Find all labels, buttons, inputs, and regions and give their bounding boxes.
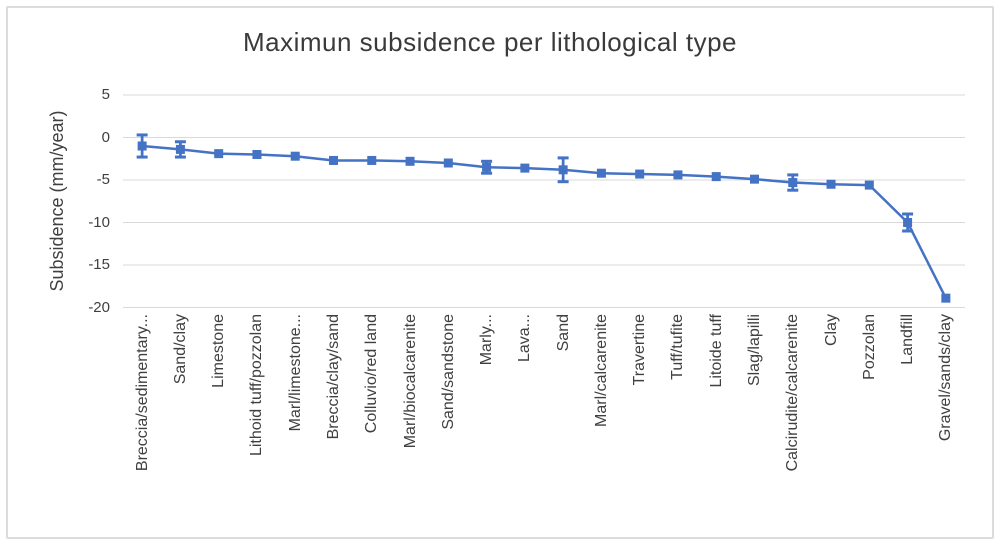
x-axis-label: Colluvio/red land (363, 313, 381, 433)
data-point-marker (635, 169, 645, 179)
data-series-line (142, 144, 947, 299)
x-axis-label: Landfill (899, 313, 917, 365)
x-axis-label: Marl/limestone... (286, 313, 304, 431)
data-point-marker (596, 168, 606, 178)
data-point-marker (175, 144, 185, 154)
x-axis-label: Lava... (516, 313, 534, 362)
data-point-marker (941, 293, 951, 303)
data-point-marker (405, 156, 415, 166)
x-axis-label: Gravel/sands/clay (937, 313, 955, 441)
x-axis-label: Limestone (210, 313, 228, 388)
x-axis-label: Breccia/sedimentary... (133, 313, 151, 471)
x-axis-label: Sand/clay (171, 313, 189, 384)
data-point-marker (443, 158, 453, 168)
data-point-marker (903, 218, 913, 227)
data-point-marker (788, 178, 798, 188)
data-point-marker (290, 151, 300, 161)
y-tick-label: 0 (101, 128, 110, 146)
data-point-marker (520, 163, 530, 173)
x-axis-label: Marly... (478, 313, 496, 365)
data-point-marker (673, 170, 683, 180)
x-axis-label: Pozzolan (860, 313, 878, 380)
x-axis-label: Litoide tuff (707, 313, 725, 388)
data-point-marker (864, 180, 874, 190)
x-axis-label: Slag/lapilli (746, 313, 763, 386)
x-axis-label: Marl/biocalcarenite (401, 313, 419, 448)
data-point-marker (711, 172, 721, 182)
x-axis-label: Breccia/clay/sand (325, 313, 342, 439)
x-axis-label: Travertine (631, 313, 649, 385)
data-point-marker (214, 149, 224, 159)
x-axis-label: Lithoid tuff/pozzolan (248, 313, 266, 456)
y-tick-label: 5 (101, 86, 110, 103)
x-axis-label: Sand/sandstone (439, 313, 457, 430)
data-point-marker (329, 155, 338, 165)
x-axis-label: Clay (822, 313, 840, 346)
x-axis-label: Marl/calcarenite (592, 313, 610, 427)
data-point-marker (252, 150, 262, 159)
chart-title: Maximun subsidence per lithological type (242, 27, 738, 57)
x-axis-label: Sand (554, 313, 572, 351)
data-point-marker (750, 174, 759, 184)
data-point-marker (137, 141, 147, 151)
y-tick-label: -5 (96, 171, 110, 188)
data-point-marker (482, 162, 492, 172)
x-axis-label: Calcirudite/calcarenite (784, 313, 802, 471)
y-tick-label: -10 (88, 213, 110, 231)
y-tick-label: -15 (88, 256, 110, 273)
y-tick-label: -20 (88, 298, 110, 316)
data-point-marker (367, 155, 377, 165)
x-axis-label: Tuff/tufite (669, 313, 687, 380)
data-point-marker (826, 179, 836, 189)
data-point-marker (558, 165, 568, 175)
